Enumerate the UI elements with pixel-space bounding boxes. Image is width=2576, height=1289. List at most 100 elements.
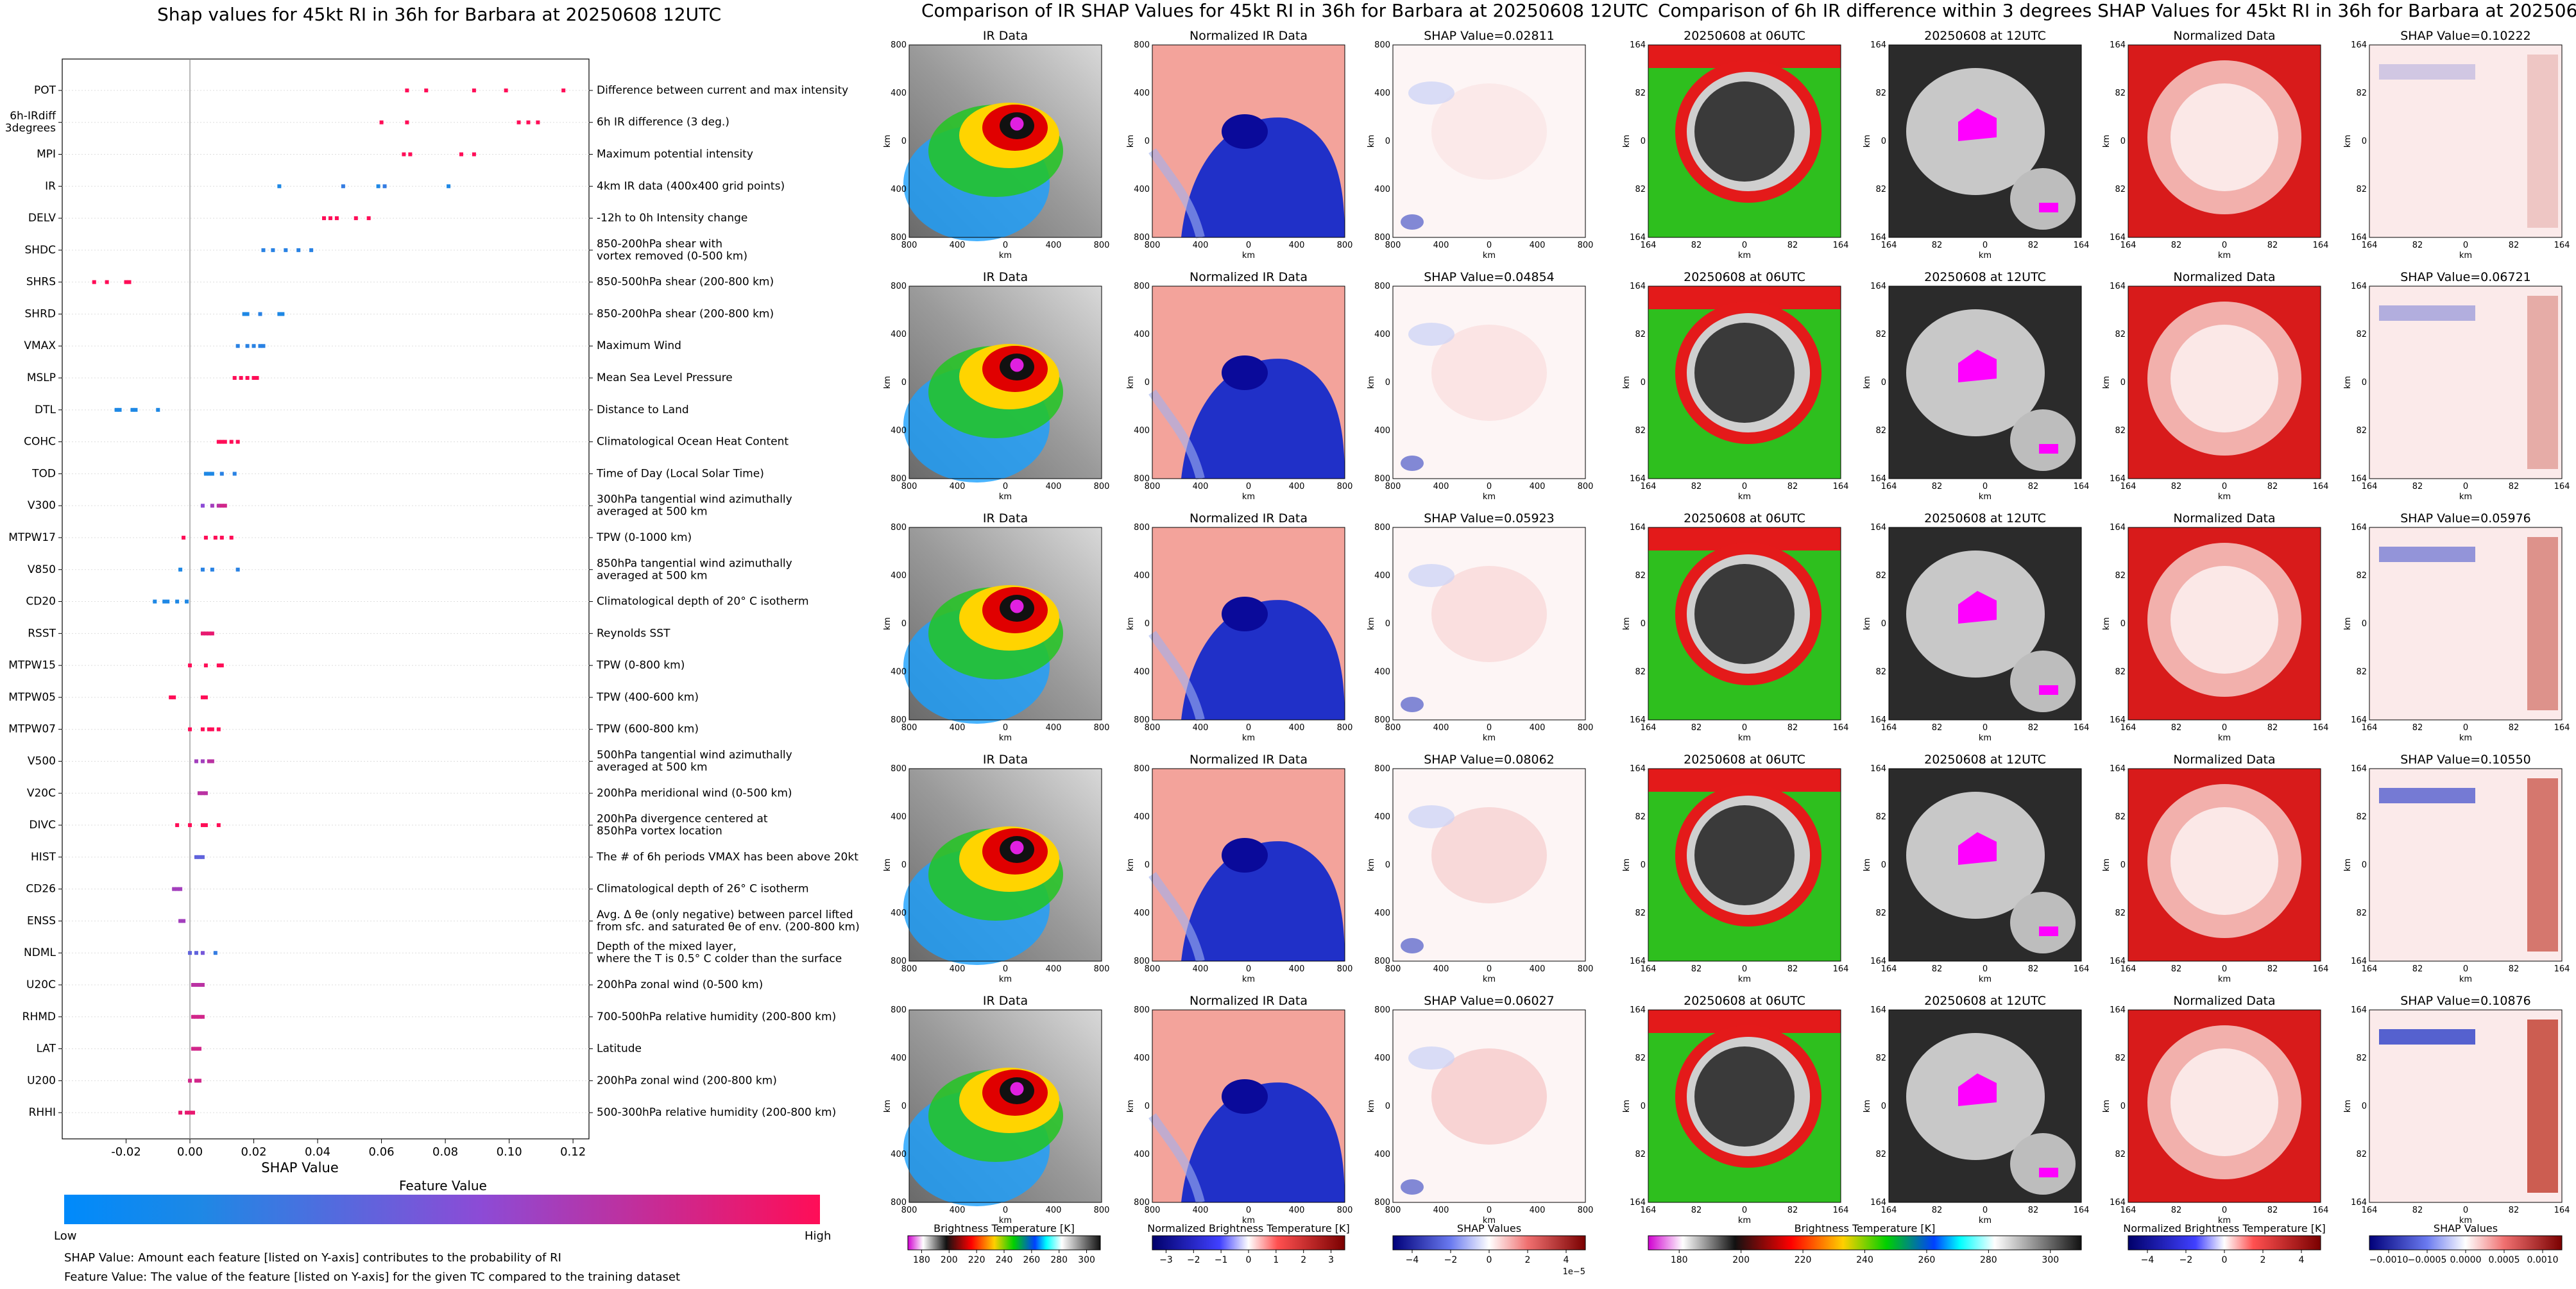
x-tick-label: 82 bbox=[2267, 241, 2278, 250]
feature-desc-label: 200hPa zonal wind (200-800 km) bbox=[597, 1074, 777, 1087]
shap-background bbox=[1393, 527, 1585, 720]
ir-shap-colorbar bbox=[1392, 1235, 1586, 1251]
feature-name-label: MSLP bbox=[27, 371, 56, 384]
x-tick-label: 164 bbox=[1833, 241, 1849, 250]
panel-frame bbox=[2369, 44, 2563, 238]
shap-point bbox=[156, 407, 160, 412]
y-tick-label: 164 bbox=[1630, 523, 1646, 533]
x-tick-label: 164 bbox=[1641, 723, 1657, 733]
x-tick-label: 400 bbox=[1193, 482, 1209, 491]
shap-point bbox=[175, 887, 180, 891]
shap-point bbox=[424, 88, 429, 92]
y-tick-label: 82 bbox=[1875, 1054, 1886, 1063]
ir-eye bbox=[1010, 599, 1024, 613]
y-tick-label: 0 bbox=[1385, 860, 1390, 870]
shap-point bbox=[203, 631, 208, 636]
x-tick-label: 164 bbox=[1833, 723, 1849, 733]
feature-name-label: VMAX bbox=[24, 339, 56, 352]
panel-frame bbox=[2128, 768, 2321, 962]
shap-point bbox=[219, 504, 224, 508]
shap-point bbox=[322, 216, 327, 221]
feature-desc-label: The # of 6h periods VMAX has been above … bbox=[596, 851, 858, 864]
y-tick-label: 0 bbox=[1881, 619, 1886, 629]
x-tick-label: 0 bbox=[1003, 1206, 1008, 1215]
shap-point bbox=[354, 216, 358, 221]
x-tick-label: 164 bbox=[2120, 964, 2137, 974]
shap-point bbox=[526, 120, 531, 124]
y-tick-label: 400 bbox=[891, 571, 907, 581]
x-tick-label: 800 bbox=[1385, 1206, 1401, 1215]
x-axis-label: km bbox=[2218, 733, 2231, 743]
x-tick-label: 164 bbox=[2313, 241, 2329, 250]
norm-cold-region bbox=[1181, 841, 1345, 961]
y-tick-label: 164 bbox=[2110, 957, 2126, 966]
panel-frame bbox=[1648, 768, 1841, 962]
shap-positive-edge bbox=[2527, 296, 2558, 469]
y-axis-label: km bbox=[1622, 617, 1632, 630]
y-axis-label: km bbox=[2343, 1100, 2353, 1113]
x-axis-label: km bbox=[2459, 1216, 2472, 1225]
x-tick-label: 164 bbox=[2554, 723, 2570, 733]
y-tick-label: 400 bbox=[1134, 812, 1150, 822]
y-tick-label: 82 bbox=[2356, 571, 2367, 581]
irdiff-comparison-title: Comparison of 6h IR difference within 3 … bbox=[1658, 0, 2576, 21]
panel-title: SHAP Value=0.10222 bbox=[2400, 29, 2531, 43]
shap-point bbox=[223, 504, 227, 508]
panel-frame bbox=[2128, 286, 2321, 479]
x-tick-label: 0.12 bbox=[560, 1145, 586, 1159]
feature-name-label: DTL bbox=[35, 404, 56, 416]
norm-cold-region bbox=[1181, 359, 1345, 479]
y-tick-label: 164 bbox=[2351, 474, 2367, 484]
x-tick-label: 400 bbox=[1193, 723, 1209, 733]
feature-desc-label: 500-300hPa relative humidity (200-800 km… bbox=[597, 1106, 836, 1119]
x-tick-label: 164 bbox=[2554, 1206, 2570, 1215]
x-tick-label: 82 bbox=[2509, 241, 2520, 250]
y-axis-label: km bbox=[1622, 135, 1632, 148]
heatmap-panel bbox=[903, 45, 1102, 241]
ir-eye bbox=[1010, 117, 1024, 131]
feature-name-label: 6h-IRdiff 3degrees bbox=[5, 110, 57, 135]
shap-point bbox=[516, 120, 521, 124]
y-tick-label: 0 bbox=[2362, 1102, 2367, 1111]
shap-positive-region bbox=[1431, 83, 1547, 180]
feature-name-label: RHMD bbox=[22, 1011, 56, 1023]
feature-name-label: SHRD bbox=[25, 307, 56, 320]
panel-frame bbox=[1152, 286, 1345, 479]
shap-point bbox=[197, 855, 201, 859]
shap-point bbox=[472, 152, 476, 157]
y-axis-label: km bbox=[1367, 858, 1376, 871]
y-tick-label: 400 bbox=[1374, 667, 1390, 677]
x-tick-label: 800 bbox=[1578, 1206, 1594, 1215]
x-tick-label: 164 bbox=[2074, 964, 2090, 974]
y-tick-label: 82 bbox=[2115, 812, 2126, 822]
y-axis-label: km bbox=[2343, 858, 2353, 871]
x-axis-label: km bbox=[999, 251, 1012, 260]
x-tick-label: 82 bbox=[2509, 1206, 2520, 1215]
x-tick-label: 400 bbox=[1530, 241, 1546, 250]
feature-name-label: IR bbox=[45, 180, 56, 192]
irdiff-magenta-core bbox=[1958, 1073, 1997, 1106]
shap-point bbox=[203, 535, 208, 540]
x-axis-label: km bbox=[2218, 975, 2231, 984]
shap-point bbox=[219, 440, 224, 444]
shap-point bbox=[366, 216, 371, 221]
colorbar-label: Normalized Brightness Temperature [K] bbox=[1147, 1222, 1350, 1234]
shap-summary-plot: POT Difference between current and max in… bbox=[5, 58, 860, 1175]
colorbar-tick-label: 2 bbox=[1525, 1255, 1531, 1265]
colorbar-tick-label: 0 bbox=[2222, 1255, 2228, 1265]
y-tick-label: 82 bbox=[2115, 571, 2126, 581]
feature-desc-label: Time of Day (Local Solar Time) bbox=[596, 467, 764, 480]
y-tick-label: 164 bbox=[1630, 282, 1646, 291]
y-tick-label: 400 bbox=[891, 1150, 907, 1159]
y-tick-label: 82 bbox=[2115, 89, 2126, 98]
y-tick-label: 400 bbox=[1134, 1150, 1150, 1159]
x-tick-label: 82 bbox=[1691, 1206, 1702, 1215]
shap-point bbox=[277, 312, 282, 316]
shap-point bbox=[117, 407, 122, 412]
shap-point bbox=[127, 280, 132, 284]
shap-point bbox=[178, 567, 183, 572]
shap-point bbox=[232, 472, 237, 476]
shap-point bbox=[235, 344, 240, 348]
x-tick-label: 164 bbox=[2362, 723, 2378, 733]
x-tick-label: 0.00 bbox=[177, 1145, 203, 1159]
